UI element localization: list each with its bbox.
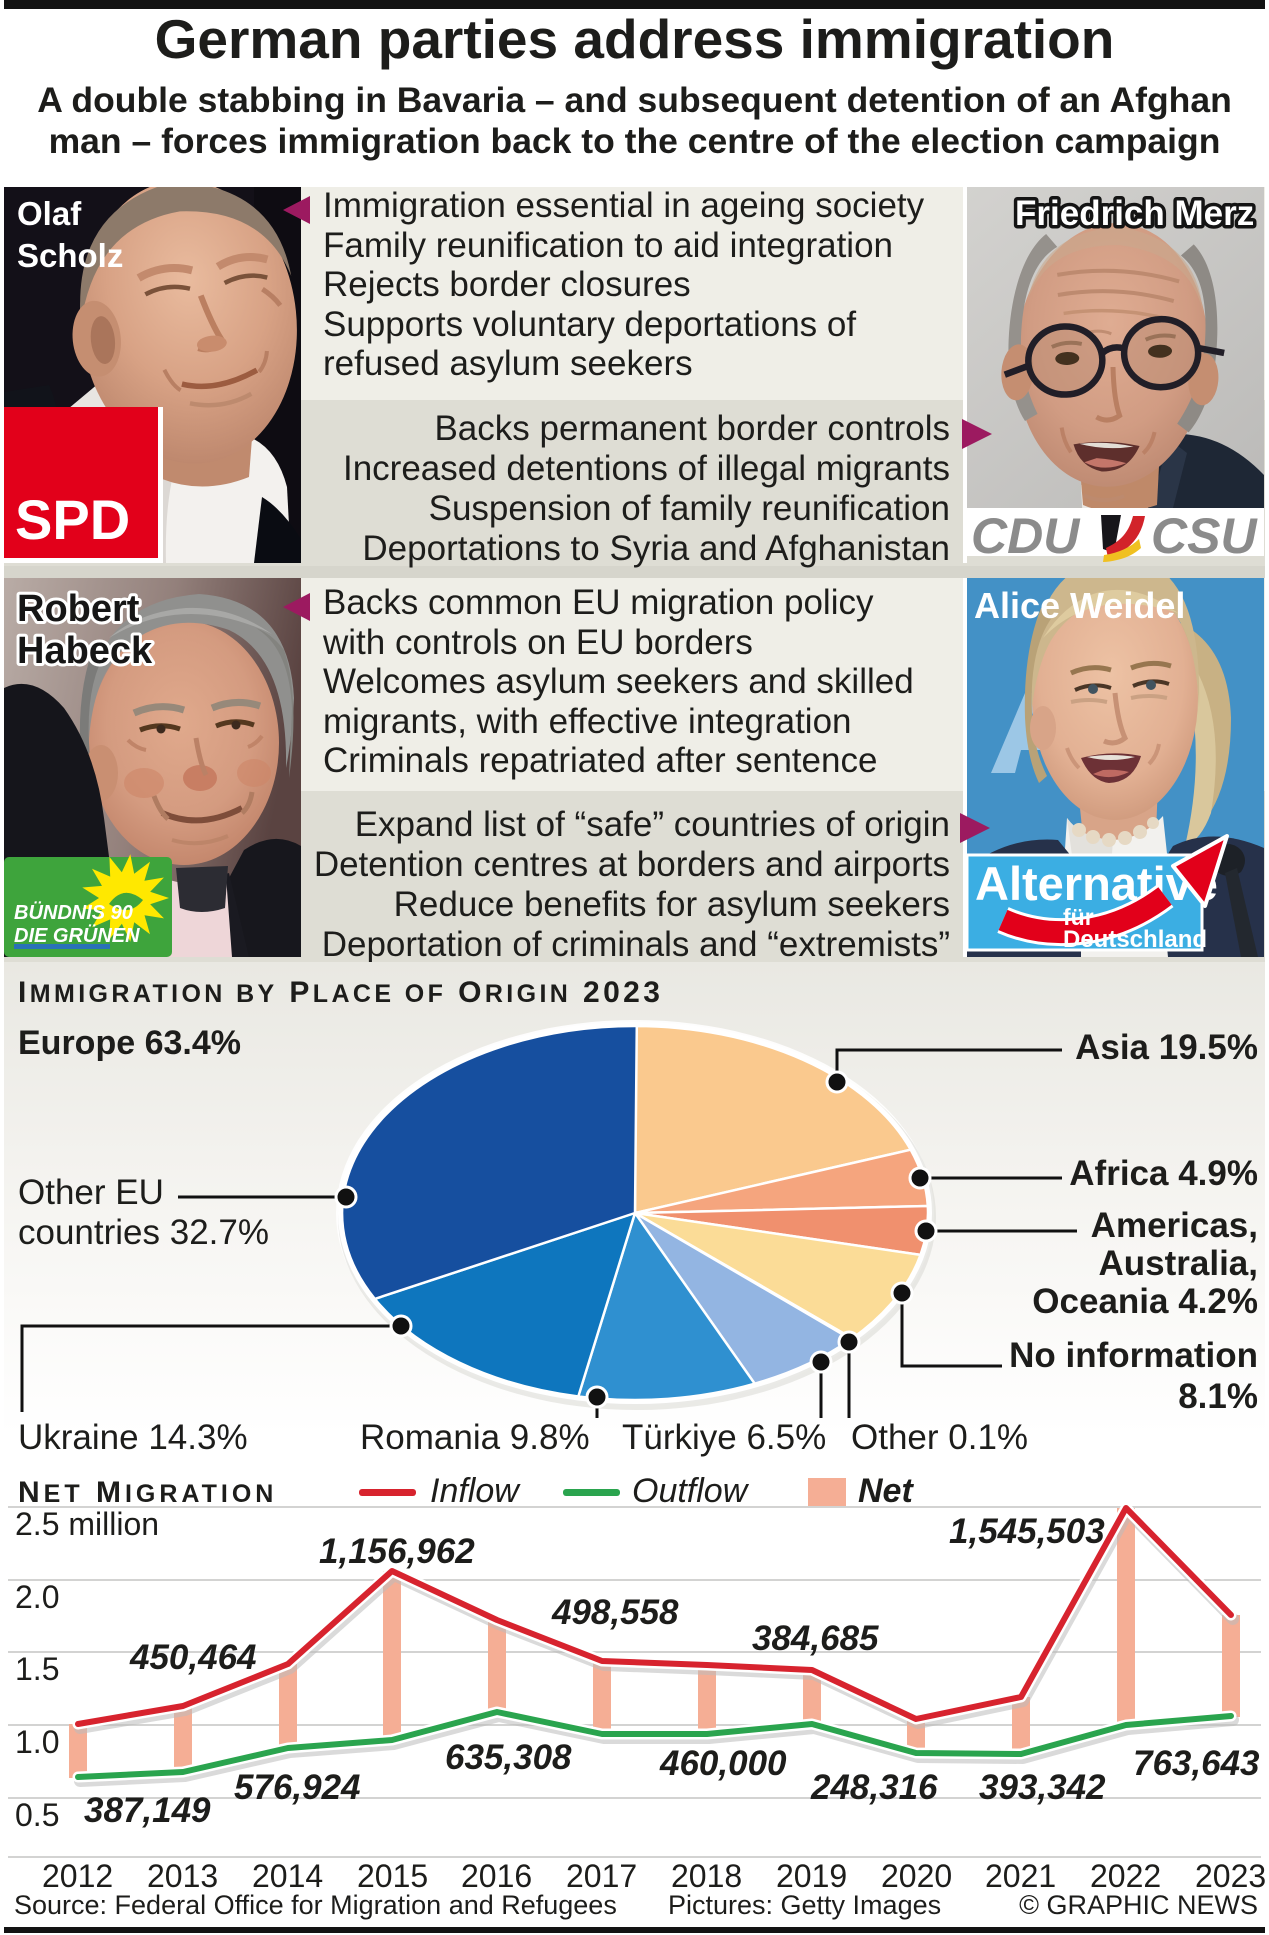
svg-text:BÜNDNIS 90: BÜNDNIS 90 — [14, 901, 133, 924]
svg-text:Alice Weidel: Alice Weidel — [974, 585, 1185, 626]
svg-text:Olaf: Olaf — [17, 195, 82, 232]
svg-text:CDU: CDU — [971, 508, 1081, 563]
svg-text:Habeck: Habeck — [17, 630, 153, 672]
svg-text:Friedrich Merz: Friedrich Merz — [1015, 194, 1254, 233]
svg-text:DIE GRÜNEN: DIE GRÜNEN — [14, 924, 140, 947]
svg-text:Scholz: Scholz — [17, 237, 123, 274]
svg-text:SPD: SPD — [15, 488, 130, 551]
svg-text:für: für — [1063, 904, 1094, 930]
svg-text:Deutschland: Deutschland — [1063, 926, 1207, 953]
svg-text:Robert: Robert — [17, 588, 140, 630]
svg-text:CSU: CSU — [1151, 508, 1258, 563]
